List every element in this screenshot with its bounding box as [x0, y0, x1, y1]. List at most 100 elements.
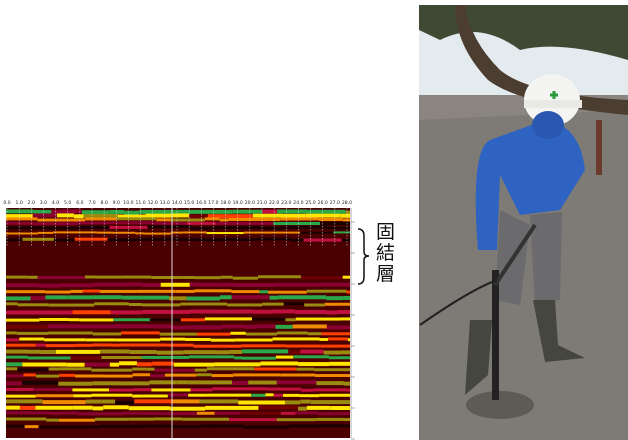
radar-band [257, 324, 276, 328]
radar-band [36, 375, 59, 378]
radar-band [325, 303, 350, 306]
radar-band [20, 406, 36, 410]
radar-band [221, 276, 233, 279]
radar-band [6, 399, 43, 403]
radar-band [341, 317, 350, 320]
radar-band [229, 222, 273, 225]
x-tick-label: 2.0 [28, 200, 35, 206]
radar-band [92, 394, 133, 397]
radar-band [262, 303, 284, 306]
radar-band [205, 406, 228, 410]
radar-band [85, 217, 116, 220]
radar-band [212, 374, 234, 377]
radar-band [6, 406, 20, 410]
radar-band [115, 338, 160, 341]
radar-band [6, 331, 17, 334]
radar-band [79, 226, 109, 229]
radar-band [280, 374, 294, 377]
radar-band [188, 394, 206, 397]
radar-band [285, 318, 295, 321]
radar-band [294, 374, 315, 377]
radar-band [108, 238, 139, 241]
radar-band [319, 394, 350, 397]
radar-band [228, 387, 268, 390]
radar-band [6, 381, 22, 385]
radar-band [326, 311, 337, 315]
radar-band [58, 382, 92, 386]
radar-band [207, 367, 254, 370]
radar-band [186, 210, 232, 214]
radar-band [6, 310, 42, 314]
radar-band [67, 363, 85, 367]
radar-band [111, 232, 135, 234]
radar-band [93, 283, 129, 287]
radar-band [100, 290, 137, 293]
radar-band [281, 412, 295, 415]
radar-band [117, 217, 157, 220]
radar-band [151, 388, 190, 391]
radar-band [283, 394, 299, 397]
radar-band [293, 355, 307, 358]
radar-band [120, 344, 166, 347]
radar-band [43, 400, 86, 404]
radar-band [171, 326, 191, 330]
radar-band [6, 302, 18, 305]
radar-band [142, 425, 171, 428]
radar-band [162, 412, 197, 415]
radar-band [307, 290, 347, 293]
radar-band [326, 296, 343, 300]
radar-band [259, 290, 268, 293]
radar-band [341, 214, 350, 218]
radar-band [343, 296, 350, 300]
radar-band [216, 350, 230, 354]
radar-band [124, 211, 139, 215]
radar-band [93, 343, 111, 346]
radar-band [250, 406, 259, 410]
radar-band [36, 394, 73, 397]
radar-band [6, 367, 17, 370]
radar-band [143, 394, 168, 397]
x-tick-label: 0.0 [3, 200, 10, 206]
x-tick-label: 19.0 [233, 200, 243, 206]
x-tick-label: 18.0 [220, 200, 230, 206]
radar-band [6, 417, 46, 420]
radar-band [132, 395, 143, 398]
radar-band [6, 344, 36, 347]
radar-band [333, 231, 350, 233]
radar-band [19, 338, 44, 341]
radar-band [194, 345, 242, 348]
radar-band [111, 310, 143, 314]
radar-band [100, 349, 130, 353]
radar-band [273, 222, 320, 225]
x-tick-label: 10.0 [123, 200, 133, 206]
radar-band [299, 394, 319, 397]
radar-band [194, 276, 220, 279]
radar-band [189, 355, 234, 358]
radar-band [6, 325, 48, 329]
radar-band [6, 238, 22, 241]
radar-band [230, 332, 245, 335]
radar-band [115, 401, 134, 405]
radar-band [92, 381, 119, 385]
radar-band [155, 324, 171, 328]
radar-band [150, 318, 181, 321]
radar-band [73, 406, 93, 410]
radar-band [307, 406, 330, 410]
radar-band [280, 218, 291, 221]
x-tick-label: 4.0 [52, 200, 59, 206]
radar-band [276, 325, 293, 329]
radar-band [18, 303, 49, 306]
radar-band [167, 344, 194, 347]
radar-band [338, 310, 350, 314]
bracket [358, 229, 369, 284]
radar-band [191, 388, 213, 391]
radar-band [258, 405, 298, 409]
radar-band [258, 275, 301, 278]
radar-band [129, 418, 154, 421]
radar-band [252, 318, 285, 321]
radar-band [93, 332, 121, 335]
radar-band [168, 393, 188, 396]
radar-band [93, 295, 122, 299]
radar-band [40, 350, 56, 354]
x-tick-label: 25.0 [305, 200, 315, 206]
